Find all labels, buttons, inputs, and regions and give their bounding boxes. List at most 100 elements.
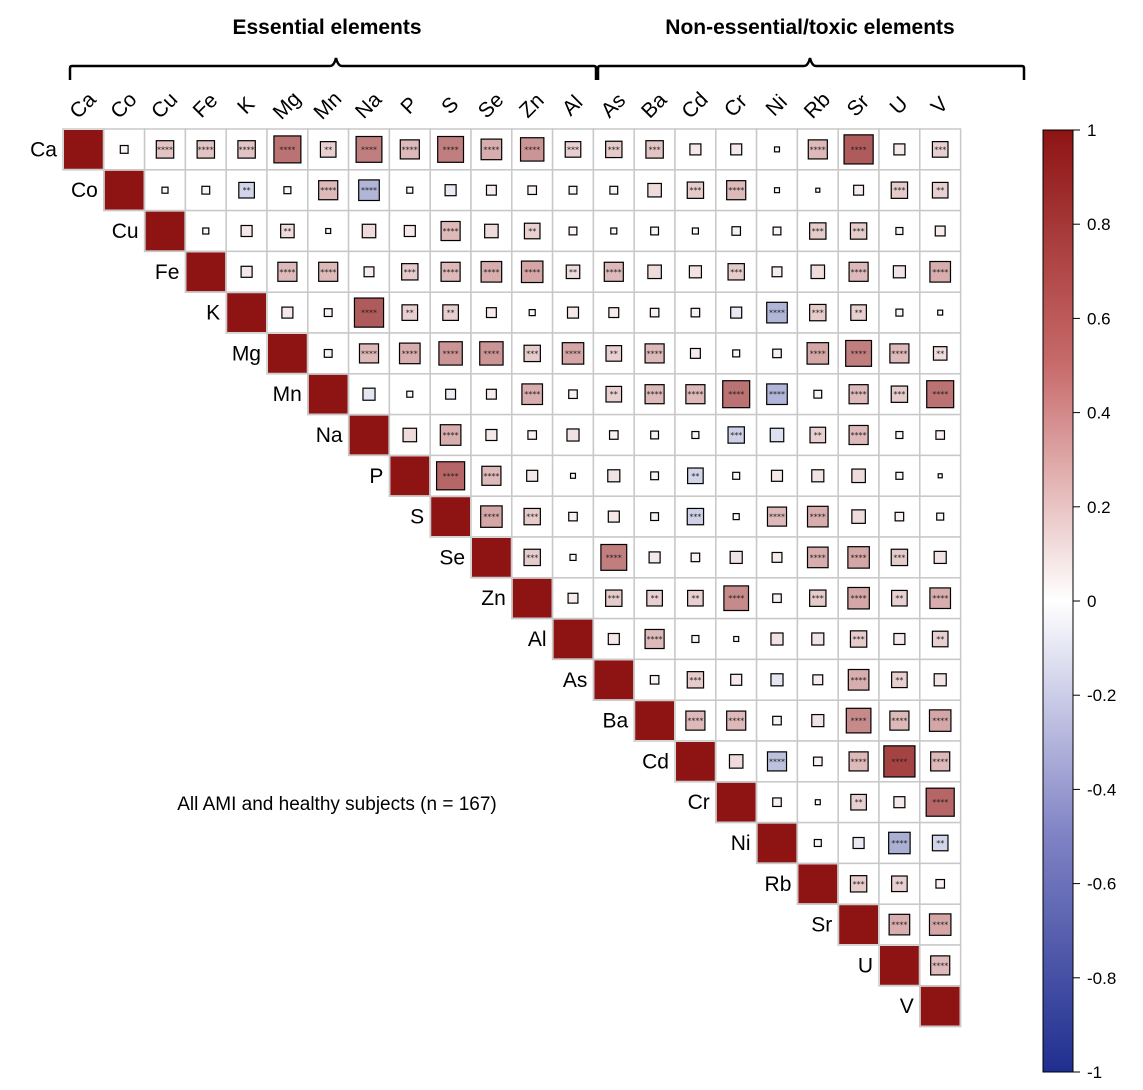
corr-Na-Se [485, 428, 498, 442]
corr-Fe-Sr [848, 261, 869, 282]
corr-Cd-Ni [766, 751, 788, 772]
significance-Mg-Sr: **** [851, 349, 867, 358]
significance-P-Cd: ** [691, 472, 699, 481]
corr-Mn-As [605, 385, 623, 403]
significance-S-Rb: **** [810, 513, 826, 522]
corr-Mg-Ni [772, 348, 782, 359]
corr-K-Zn [528, 308, 536, 317]
corr-K-As [608, 307, 620, 319]
diagonal-cell-Na [349, 415, 389, 455]
colorbar-tick-label: -1 [1087, 1063, 1102, 1082]
corr-K-Mg [281, 306, 294, 319]
corr-Rb-V [935, 878, 946, 889]
corr-K-Cr [730, 306, 743, 319]
corr-Mg-Sr [845, 339, 873, 367]
significance-Ca-K: **** [239, 145, 255, 154]
corr-Al-As [607, 632, 620, 646]
corr-Zn-Ni [772, 593, 782, 604]
corr-P-Al [569, 472, 577, 479]
significance-Ca-Al: *** [567, 145, 579, 154]
corr-K-Rb [809, 303, 827, 322]
corr-K-P [401, 304, 419, 321]
corr-Fe-S [440, 261, 461, 282]
corr-Fe-Se [480, 260, 503, 283]
significance-Cr-V: **** [932, 798, 948, 807]
significance-Zn-Cd: ** [691, 594, 699, 603]
corr-Na-U [895, 430, 904, 440]
row-label-S: S [410, 506, 424, 529]
colorbar-tick-label: 0.2 [1087, 498, 1111, 517]
significance-Ca-Na: **** [361, 145, 377, 154]
corr-Al-Ni [770, 632, 784, 646]
significance-Mg-Na: **** [361, 349, 377, 358]
corr-P-Rb [811, 469, 825, 483]
colorbar-tick-label: -0.4 [1087, 780, 1116, 799]
corr-Co-Cr [726, 180, 747, 201]
corr-Mn-Al [568, 389, 578, 400]
significance-Sr-U: **** [891, 921, 907, 930]
significance-Mg-V: ** [936, 349, 944, 358]
diagonal-cell-P [390, 456, 430, 496]
toxic-elements-title: Non-essential/toxic elements [665, 16, 954, 39]
corr-Ca-Na [355, 135, 383, 163]
corr-S-Rb [806, 505, 829, 528]
corr-Na-Ba [650, 430, 660, 440]
corr-S-Ba [650, 512, 660, 522]
corr-Co-Fe [201, 185, 211, 195]
diagonal-cell-U [880, 946, 919, 985]
significance-K-Rb: *** [812, 309, 824, 318]
colorbar-tick-label: 0 [1087, 592, 1096, 611]
corr-P-Sr [851, 468, 866, 484]
corr-Mg-P [398, 342, 421, 365]
row-label-Mg: Mg [232, 342, 261, 365]
corr-Ca-Ba [645, 140, 664, 159]
corr-Cu-Na [361, 223, 377, 239]
corr-Mg-Zn [523, 344, 541, 363]
diagonal-cell-Ba [635, 701, 674, 740]
corr-Co-Zn [527, 185, 538, 196]
significance-Ca-Zn: **** [524, 145, 540, 154]
corr-Co-Cd [686, 181, 705, 199]
corr-Sr-U [888, 913, 911, 936]
row-label-Mn: Mn [273, 383, 302, 406]
corr-Mn-Cr [722, 380, 751, 409]
row-labels: Ca Co Cu Fe K Mg Mn Na P S Se Zn Al As Ba Cd Cr Ni Rb Sr U V [30, 138, 914, 1018]
corr-Cu-Al [568, 226, 578, 236]
significance-S-Se: **** [483, 513, 499, 522]
significance-Ba-U: **** [891, 717, 907, 726]
significance-Ca-Mn: ** [324, 145, 332, 154]
diagonal-cell-Cu [145, 211, 185, 251]
corr-Na-Sr [848, 424, 869, 446]
corr-Mg-Se [479, 341, 504, 366]
significance-Al-Ba: **** [647, 635, 663, 644]
colorbar-tick-label: 0.4 [1087, 404, 1111, 423]
significance-K-Ni: **** [769, 309, 785, 318]
corr-S-Zn [523, 507, 541, 526]
corr-Mg-S [438, 341, 463, 366]
column-label-Cd: Cd [677, 88, 712, 123]
significance-Fe-As: **** [606, 268, 622, 277]
significance-Mn-Cd: **** [687, 390, 703, 399]
corr-Mn-Cd [685, 384, 706, 405]
corr-Cu-K [240, 224, 253, 238]
significance-K-Sr: ** [855, 309, 863, 318]
diagonal-cell-Mn [308, 374, 348, 414]
corr-Ba-Cd [685, 710, 706, 731]
column-label-Ni: Ni [761, 90, 791, 120]
column-label-Al: Al [558, 91, 587, 120]
corr-Co-Sr [853, 184, 865, 196]
corr-Ca-Cr [730, 143, 743, 156]
corr-Fe-As [603, 261, 624, 282]
corr-Co-P [406, 186, 414, 194]
significance-Co-Mn: **** [320, 186, 336, 195]
significance-Mn-Zn: **** [524, 390, 540, 399]
significance-As-Cd: *** [689, 676, 701, 685]
corr-Mn-Se [485, 388, 497, 400]
corr-Cu-Mn [325, 227, 332, 235]
corr-Ca-Mg [273, 135, 302, 164]
diagonal-cell-Rb [798, 864, 838, 904]
corr-P-S [435, 461, 466, 491]
colorbar-tick-label: 0.6 [1087, 309, 1111, 328]
corr-S-U [894, 511, 905, 522]
corr-Cu-Fe [202, 227, 210, 235]
